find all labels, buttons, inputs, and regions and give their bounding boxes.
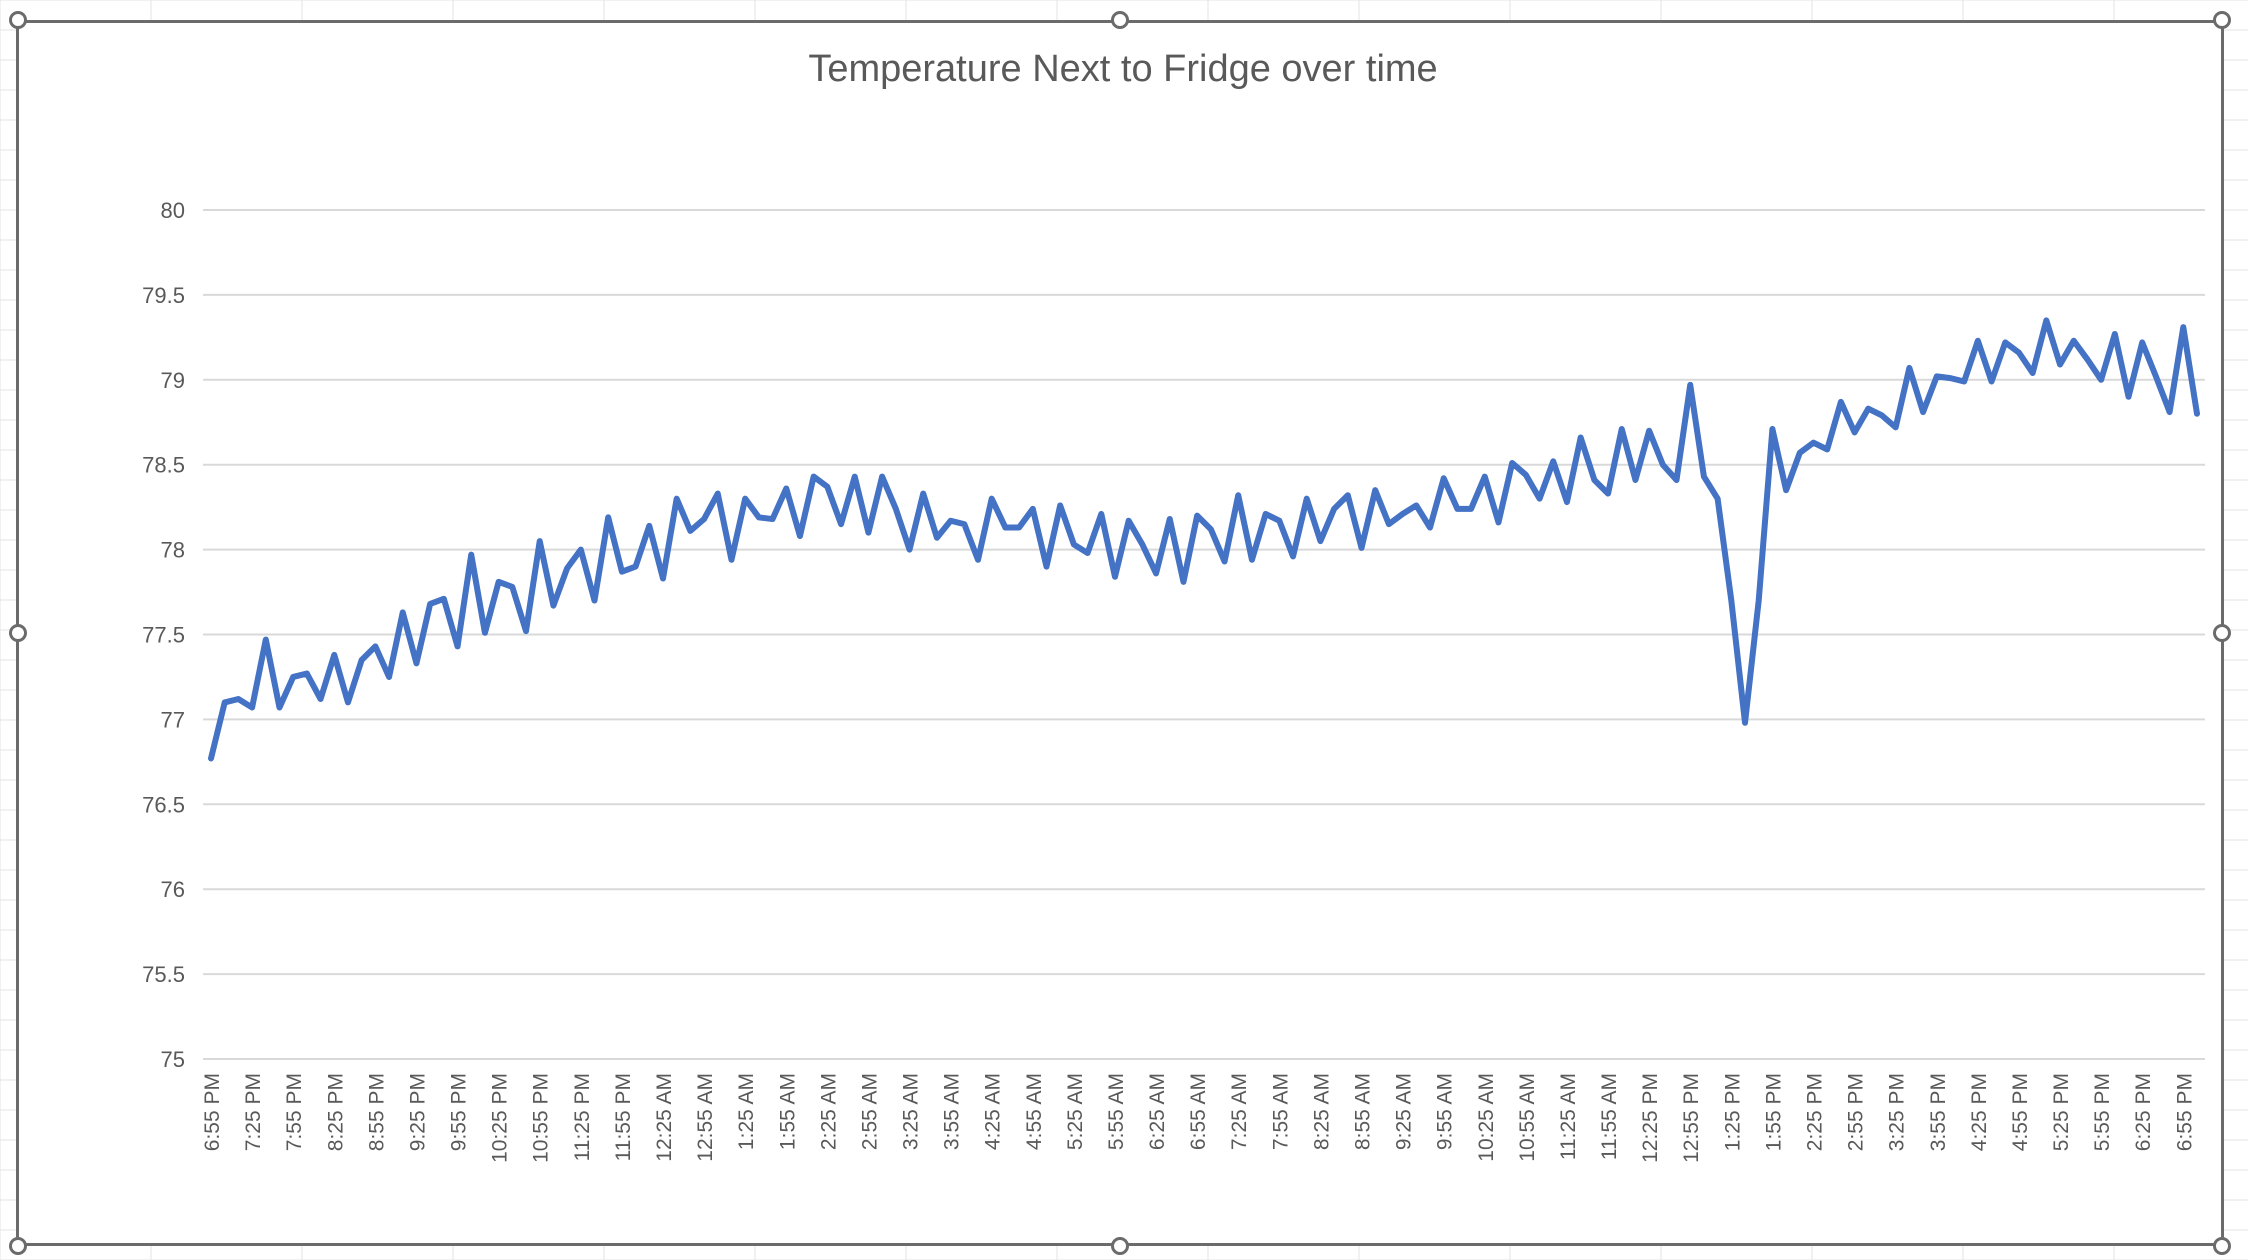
y-tick-label: 75 [161,1047,185,1072]
x-tick-label: 9:55 PM [448,1073,471,1151]
y-tick-label: 80 [161,198,185,223]
resize-handle-top-left[interactable] [9,11,27,29]
x-tick-label: 12:25 AM [653,1073,676,1162]
x-tick-label: 11:55 PM [612,1073,635,1161]
y-tick-label: 76.5 [142,792,185,817]
x-tick-label: 9:25 AM [1393,1073,1416,1150]
x-tick-label: 6:55 PM [2173,1073,2196,1151]
x-tick-label: 7:25 PM [242,1073,265,1151]
x-tick-label: 9:55 AM [1434,1073,1457,1150]
y-axis-tick-labels: 75 75.5 76 76.5 77 77.5 78 78.5 79 79.5 80 [142,198,185,1072]
x-tick-label: 9:25 PM [406,1073,429,1151]
x-tick-label: 5:55 PM [2091,1073,2114,1151]
resize-handle-middle-left[interactable] [9,624,27,642]
x-tick-label: 5:25 PM [2050,1073,2073,1151]
x-tick-label: 12:25 PM [1639,1073,1662,1163]
x-tick-label: 7:25 AM [1228,1073,1251,1150]
series-layer [208,317,2200,762]
y-tick-label: 78 [161,538,185,563]
resize-handle-bottom-left[interactable] [9,1237,27,1255]
x-tick-label: 6:55 PM [201,1073,224,1151]
resize-handle-top-center[interactable] [1111,11,1129,29]
x-tick-label: 3:55 PM [1927,1073,1950,1151]
x-tick-label: 12:55 AM [694,1073,717,1162]
x-tick-label: 6:25 AM [1146,1073,1169,1150]
chart-container[interactable]: Temperature Next to Fridge over time 75 7… [16,20,2224,1246]
x-tick-label: 11:55 AM [1598,1073,1621,1160]
x-tick-label: 11:25 PM [571,1073,594,1161]
x-tick-label: 5:55 AM [1105,1073,1128,1150]
x-tick-label: 7:55 PM [283,1073,306,1151]
resize-handle-top-right[interactable] [2213,11,2231,29]
y-tick-label: 75.5 [142,962,185,987]
gridlines [203,209,2205,1060]
resize-handle-bottom-center[interactable] [1111,1237,1129,1255]
x-tick-label: 2:25 AM [817,1073,840,1150]
x-tick-label: 8:25 AM [1310,1073,1333,1150]
x-tick-label: 10:55 AM [1516,1073,1539,1162]
resize-handle-middle-right[interactable] [2213,624,2231,642]
x-tick-label: 11:25 AM [1557,1073,1580,1160]
x-tick-label: 10:25 AM [1475,1073,1498,1162]
x-tick-label: 7:55 AM [1269,1073,1292,1150]
y-tick-label: 78.5 [142,453,185,478]
x-tick-label: 2:55 PM [1845,1073,1868,1151]
x-tick-label: 8:55 AM [1352,1073,1375,1150]
x-tick-label: 8:25 PM [324,1073,347,1151]
x-tick-label: 5:25 AM [1064,1073,1087,1150]
x-tick-label: 2:25 PM [1803,1073,1826,1151]
chart-title: Temperature Next to Fridge over time [808,48,1437,90]
x-tick-label: 1:55 AM [776,1073,799,1150]
x-tick-label: 2:55 AM [858,1073,881,1150]
y-tick-label: 79.5 [142,283,185,308]
x-tick-label: 6:25 PM [2132,1073,2155,1151]
y-tick-label: 77.5 [142,623,185,648]
x-tick-label: 10:55 PM [530,1073,553,1163]
x-axis-tick-labels: 6:55 PM 7:25 PM 7:55 PM 8:25 PM 8:55 PM 9:25 … [201,1073,2196,1163]
x-tick-label: 3:55 AM [941,1073,964,1150]
x-tick-label: 3:25 AM [900,1073,923,1150]
x-tick-label: 8:55 PM [365,1073,388,1151]
x-tick-label: 1:25 PM [1721,1073,1744,1151]
x-tick-label: 4:25 PM [1968,1073,1991,1151]
resize-handle-bottom-right[interactable] [2213,1237,2231,1255]
x-tick-label: 1:25 AM [735,1073,758,1150]
line-chart: Temperature Next to Fridge over time 757… [142,48,2205,1163]
series-line-temperature[interactable] [208,317,2200,762]
x-tick-label: 10:25 PM [489,1073,512,1163]
x-tick-label: 6:55 AM [1187,1073,1210,1150]
x-tick-label: 4:25 AM [982,1073,1005,1150]
y-tick-label: 77 [161,707,185,732]
x-tick-label: 4:55 AM [1023,1073,1046,1150]
x-tick-label: 3:25 PM [1886,1073,1909,1151]
y-tick-label: 76 [161,877,185,902]
y-tick-label: 79 [161,368,185,393]
x-tick-label: 1:55 PM [1762,1073,1785,1151]
x-tick-label: 4:55 PM [2009,1073,2032,1151]
x-tick-label: 12:55 PM [1680,1073,1703,1163]
